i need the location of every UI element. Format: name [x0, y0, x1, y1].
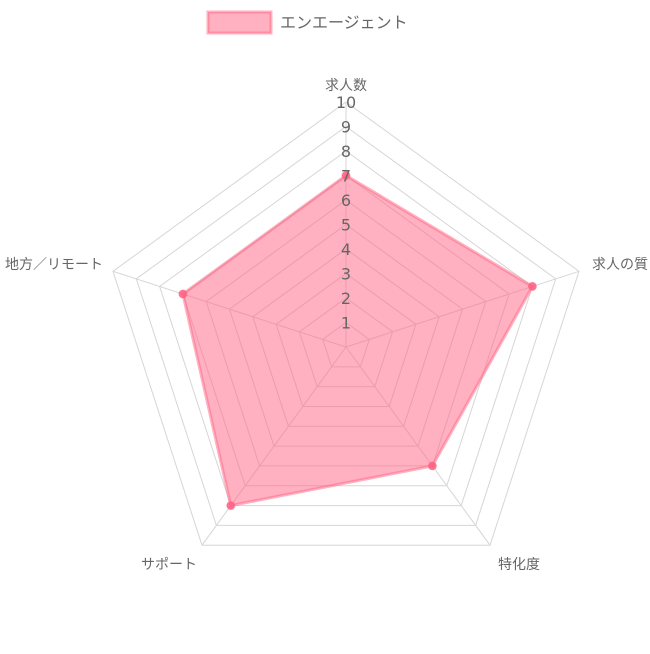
tick-label: 2 — [341, 289, 351, 308]
legend-label[interactable]: エンエージェント — [280, 13, 408, 32]
tick-label: 10 — [336, 93, 356, 112]
radar-series — [178, 171, 537, 511]
tick-label: 7 — [341, 167, 351, 186]
tick-label: 9 — [341, 118, 351, 137]
radar-tick-labels: 1 2 3 4 5 6 7 8 9 10 — [336, 93, 356, 333]
tick-label: 5 — [341, 216, 351, 235]
data-point[interactable] — [427, 461, 437, 471]
tick-label: 8 — [341, 142, 351, 161]
grid-ring-10 — [112, 101, 580, 546]
axis-label: 特化度 — [498, 557, 540, 573]
axis-label: サポート — [141, 557, 197, 573]
data-point[interactable] — [341, 171, 351, 180]
axis-label: 地方／リモート — [5, 257, 103, 273]
data-point[interactable] — [178, 289, 188, 299]
legend-swatch[interactable] — [206, 10, 273, 35]
tick-label: 1 — [341, 314, 351, 333]
tick-label: 6 — [341, 191, 351, 210]
tick-label: 4 — [341, 240, 351, 259]
axis-label: 求人数 — [325, 78, 367, 94]
grid-ring-8 — [159, 150, 533, 507]
series-area — [181, 174, 534, 508]
legend[interactable]: エンエージェント — [206, 10, 408, 35]
data-point[interactable] — [527, 281, 537, 291]
tick-label: 3 — [341, 265, 351, 284]
axis-label: 求人の質 — [592, 257, 648, 273]
grid-ring-9 — [135, 125, 557, 526]
data-point[interactable] — [226, 501, 236, 511]
